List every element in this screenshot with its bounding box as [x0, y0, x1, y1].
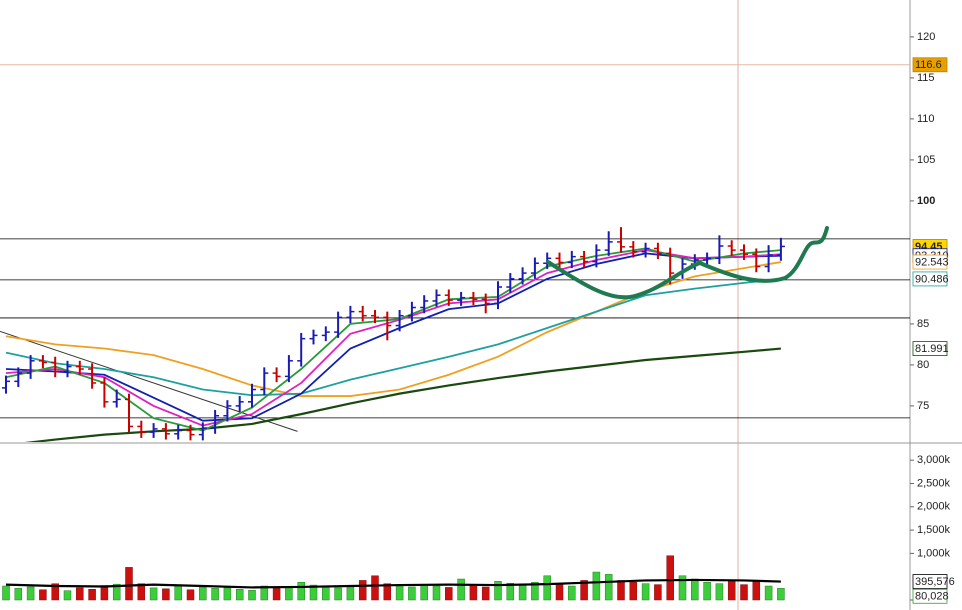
y-tick-label: 1,000k — [917, 547, 951, 559]
volume-bar — [2, 585, 10, 601]
volume-bar — [666, 555, 674, 601]
volume-bar — [248, 589, 256, 601]
y-tick-label: 2,000k — [917, 501, 951, 513]
volume-bar — [137, 583, 146, 601]
volume-bar — [112, 583, 121, 601]
volume-bar — [469, 585, 478, 601]
volume-bar — [395, 585, 404, 601]
volume-bar — [629, 582, 638, 601]
price-marker — [912, 588, 948, 604]
volume-bar — [580, 580, 588, 601]
volume-bar — [432, 585, 441, 601]
volume-bar — [88, 589, 96, 601]
price-marker-label: 395,576 — [915, 576, 955, 588]
volume-bar — [14, 588, 23, 601]
y-tick-label: 120 — [917, 31, 935, 43]
volume-bar — [457, 578, 465, 601]
price-marker — [912, 341, 948, 356]
volume-bar — [481, 586, 490, 601]
volume-bar — [39, 589, 47, 601]
volume-bar — [604, 574, 613, 601]
volume-bar — [691, 578, 699, 601]
moving-average-line — [5, 578, 781, 589]
y-tick-label: 80 — [917, 359, 929, 371]
volume-bar — [334, 587, 342, 601]
volume-bar — [63, 590, 72, 601]
price-marker-label: 116.6 — [915, 59, 942, 71]
price-marker — [912, 57, 948, 73]
volume-bar — [285, 586, 293, 601]
y-tick-label: 110 — [917, 113, 935, 125]
volume-bar — [260, 585, 269, 601]
volume-bar — [100, 585, 109, 601]
volume-bar — [420, 584, 428, 601]
volume-bar — [506, 582, 515, 601]
volume-bar — [162, 588, 170, 601]
volume-bar — [199, 586, 207, 601]
price-marker-label: 90.486 — [915, 273, 949, 285]
volume-bar — [678, 575, 687, 601]
volume-bar — [383, 583, 392, 601]
volume-bar — [727, 581, 736, 601]
price-marker-label: 92.543 — [915, 256, 949, 268]
volume-bar — [408, 586, 416, 601]
volume-bar — [703, 582, 711, 601]
volume-bar — [149, 587, 158, 601]
y-tick-label: 75 — [917, 400, 929, 412]
volume-bar — [235, 589, 244, 601]
volume-bar — [358, 580, 367, 601]
y-tick-label: 100 — [917, 195, 935, 207]
drawn-pattern — [546, 226, 829, 300]
volume-bar — [531, 582, 539, 601]
volume-bar — [309, 584, 318, 601]
axis: 758085100105110115120116.694.4593.31092.… — [910, 31, 955, 606]
y-tick-label: 105 — [917, 154, 935, 166]
price-marker — [912, 574, 948, 589]
volume-bar — [125, 567, 133, 601]
volume-bar — [322, 586, 330, 601]
volume-bar — [641, 583, 650, 601]
volume-bar — [543, 575, 551, 601]
volume-bar — [764, 585, 773, 601]
volume-bar — [174, 585, 182, 601]
volume-bar — [51, 583, 59, 601]
volume-bar — [76, 587, 84, 601]
volume-panel — [2, 555, 785, 601]
volume-bar — [186, 589, 195, 601]
volume-bar — [518, 584, 527, 601]
moving-average-line — [5, 278, 781, 397]
price-marker-label: 80,028 — [915, 591, 949, 603]
volume-bar — [568, 585, 576, 601]
y-tick-label: 85 — [917, 318, 929, 330]
volume-bar — [654, 584, 662, 601]
volume-bar — [272, 588, 281, 601]
y-tick-label: 2,500k — [917, 477, 951, 489]
price-marker — [912, 254, 948, 270]
y-tick-label: 1,500k — [917, 524, 951, 536]
volume-bar — [752, 580, 761, 601]
volume-bar — [740, 584, 748, 601]
price-marker — [912, 271, 948, 287]
moving-average-line — [24, 347, 781, 442]
volume-bar — [223, 587, 232, 601]
volume-bar — [346, 585, 355, 601]
volume-bar — [26, 586, 35, 601]
volume-bar — [445, 587, 453, 601]
volume-bar — [297, 582, 305, 601]
volume-bar — [494, 581, 502, 601]
y-tick-label: 115 — [917, 72, 935, 84]
volume-bar — [555, 583, 564, 601]
volume-bar — [211, 588, 219, 601]
volume-bar — [777, 588, 785, 601]
volume-bar — [371, 575, 379, 601]
price-marker-label: 81.991 — [915, 343, 949, 355]
volume-bar — [592, 571, 601, 601]
volume-bar — [617, 580, 625, 601]
y-tick-label: 3,000k — [917, 454, 951, 466]
volume-bar — [715, 583, 724, 601]
